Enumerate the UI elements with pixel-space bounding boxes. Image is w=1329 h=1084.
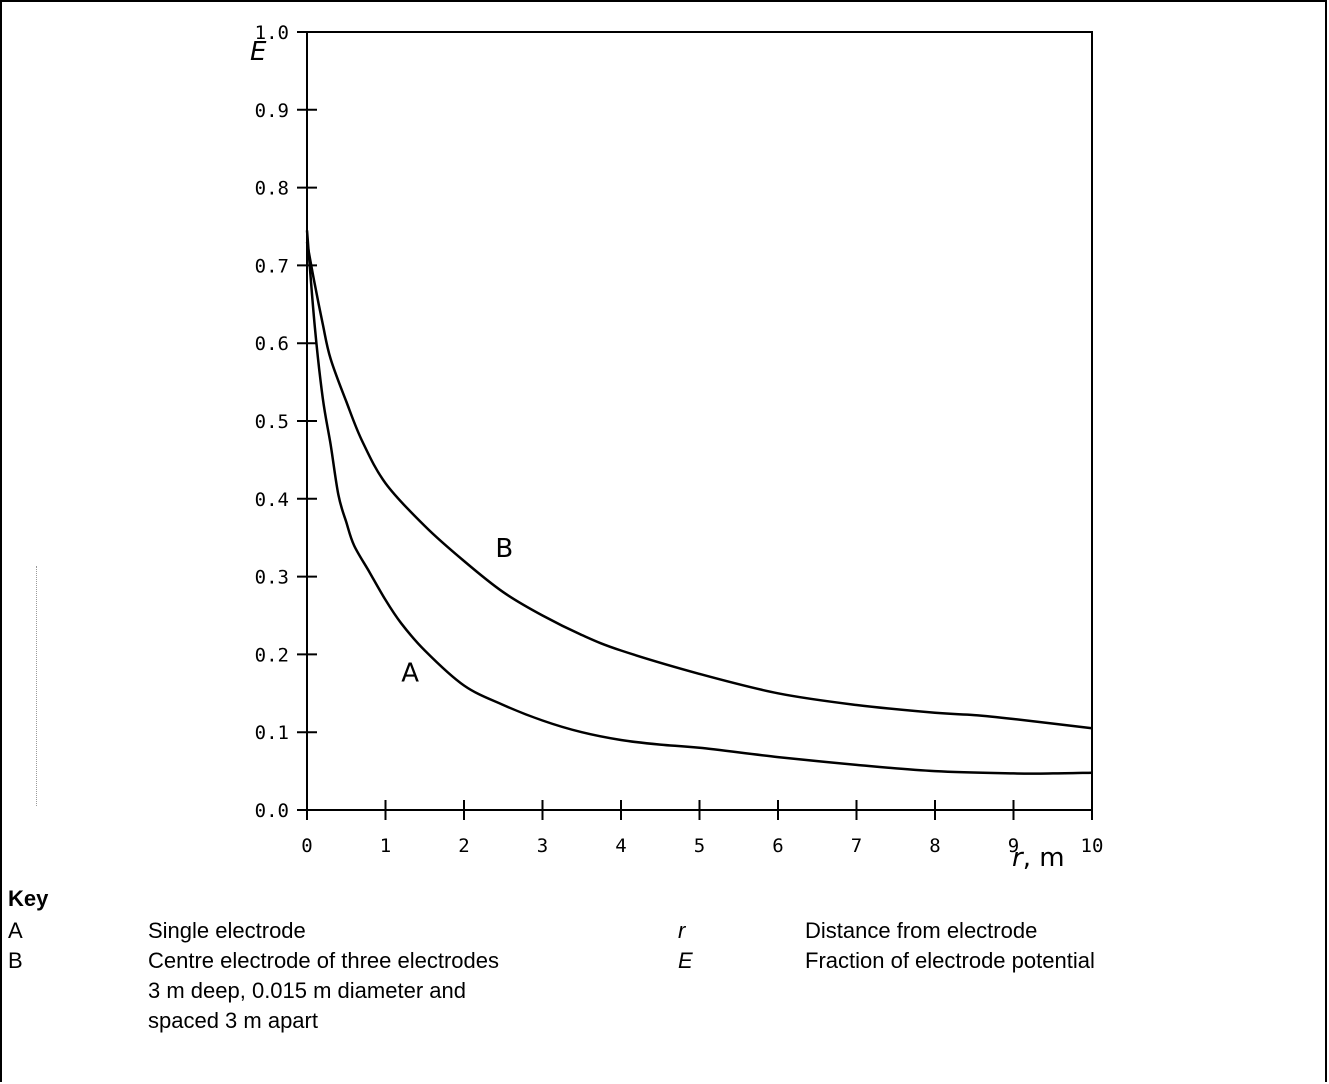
x-tick-label-0: 0 (301, 835, 312, 857)
x-tick-label-9: 9 (1008, 835, 1019, 857)
x-tick-label-8: 8 (929, 835, 940, 857)
key-symbol-b: B (8, 948, 23, 973)
key-desc-b: Centre electrode of three electrodes 3 m… (148, 948, 499, 1033)
x-axis-label: r, m (1012, 843, 1065, 873)
series-a-label: A (401, 659, 419, 689)
series-b-label: B (495, 534, 513, 564)
y-tick-label-10: 1.0 (255, 22, 289, 44)
series-a-line (305, 230, 1093, 775)
y-tick-label-2: 0.2 (255, 644, 289, 666)
key-desc-e: Fraction of electrode potential (805, 948, 1095, 973)
x-tick-label-4: 4 (615, 835, 626, 857)
x-tick-label-2: 2 (458, 835, 469, 857)
y-tick-label-3: 0.3 (255, 567, 289, 589)
y-axis-label: E (250, 37, 267, 67)
y-tick-label-6: 0.6 (255, 333, 289, 355)
x-tick-label-7: 7 (851, 835, 862, 857)
y-tick-label-5: 0.5 (255, 411, 289, 433)
x-tick-label-5: 5 (694, 835, 705, 857)
key-title: Key (8, 886, 49, 911)
y-tick-label-9: 0.9 (255, 100, 289, 122)
series-b-line (305, 241, 1093, 730)
key-desc-a: Single electrode (148, 918, 306, 943)
y-tick-label-7: 0.7 (255, 255, 289, 277)
key-symbol-e: E (678, 948, 693, 973)
x-tick-label-6: 6 (772, 835, 783, 857)
scan-edge-marks (36, 566, 43, 806)
key-symbol-r: r (678, 918, 686, 943)
plot-area: 0 1 2 3 4 5 6 7 8 9 10 0.0 0.1 0.2 0.3 0.4 0.5 0.6 0.7 0.8 0… (250, 22, 1103, 873)
chart: 0 1 2 3 4 5 6 7 8 9 10 0.0 0.1 0.2 0.3 0.4 0.5 0.6 0.7 0.8 0… (250, 22, 1103, 873)
y-tick-label-8: 0.8 (255, 178, 289, 200)
y-tick-label-4: 0.4 (255, 489, 289, 511)
plot-frame (306, 31, 1093, 811)
y-tick-label-1: 0.1 (255, 722, 289, 744)
key-desc-r: Distance from electrode (805, 918, 1038, 943)
x-tick-label-10: 10 (1081, 835, 1104, 857)
x-tick-label-3: 3 (537, 835, 548, 857)
y-tick-label-0: 0.0 (255, 800, 289, 822)
x-tick-label-1: 1 (380, 835, 391, 857)
key-symbol-a: A (8, 918, 23, 943)
